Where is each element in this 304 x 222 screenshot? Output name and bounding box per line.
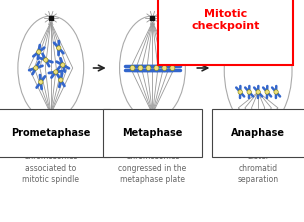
Circle shape (238, 46, 242, 50)
Circle shape (54, 70, 58, 74)
Bar (150, 116, 154, 120)
Circle shape (36, 50, 41, 54)
Bar (256, 126, 260, 130)
Text: Mitotic
checkpoint: Mitotic checkpoint (191, 9, 259, 31)
Text: Chromosomes
associated to
mitotic spindle: Chromosomes associated to mitotic spindl… (22, 152, 79, 184)
Circle shape (162, 65, 167, 71)
Circle shape (60, 63, 65, 67)
Circle shape (146, 65, 151, 71)
Circle shape (57, 46, 61, 50)
Circle shape (34, 66, 38, 70)
Circle shape (59, 78, 63, 82)
Circle shape (265, 46, 269, 50)
Circle shape (43, 58, 48, 62)
Circle shape (247, 46, 251, 50)
Text: Metaphase: Metaphase (122, 128, 183, 138)
Text: Anaphase: Anaphase (231, 128, 285, 138)
Circle shape (247, 90, 251, 94)
Circle shape (170, 65, 175, 71)
Circle shape (130, 65, 135, 71)
Circle shape (256, 90, 260, 94)
Bar (150, 16, 154, 20)
Circle shape (256, 46, 260, 50)
Circle shape (39, 80, 43, 84)
Text: Chromosomes
congressed in the
metaphase plate: Chromosomes congressed in the metaphase … (118, 152, 187, 184)
Circle shape (154, 65, 159, 71)
Bar (49, 116, 53, 120)
Circle shape (274, 46, 278, 50)
Circle shape (265, 90, 269, 94)
Circle shape (274, 90, 278, 94)
Bar (49, 16, 53, 20)
Text: Sister
chromatid
separation: Sister chromatid separation (238, 152, 279, 184)
Text: Prometaphase: Prometaphase (11, 128, 91, 138)
Circle shape (138, 65, 143, 71)
Bar (256, 10, 260, 14)
Circle shape (238, 90, 242, 94)
